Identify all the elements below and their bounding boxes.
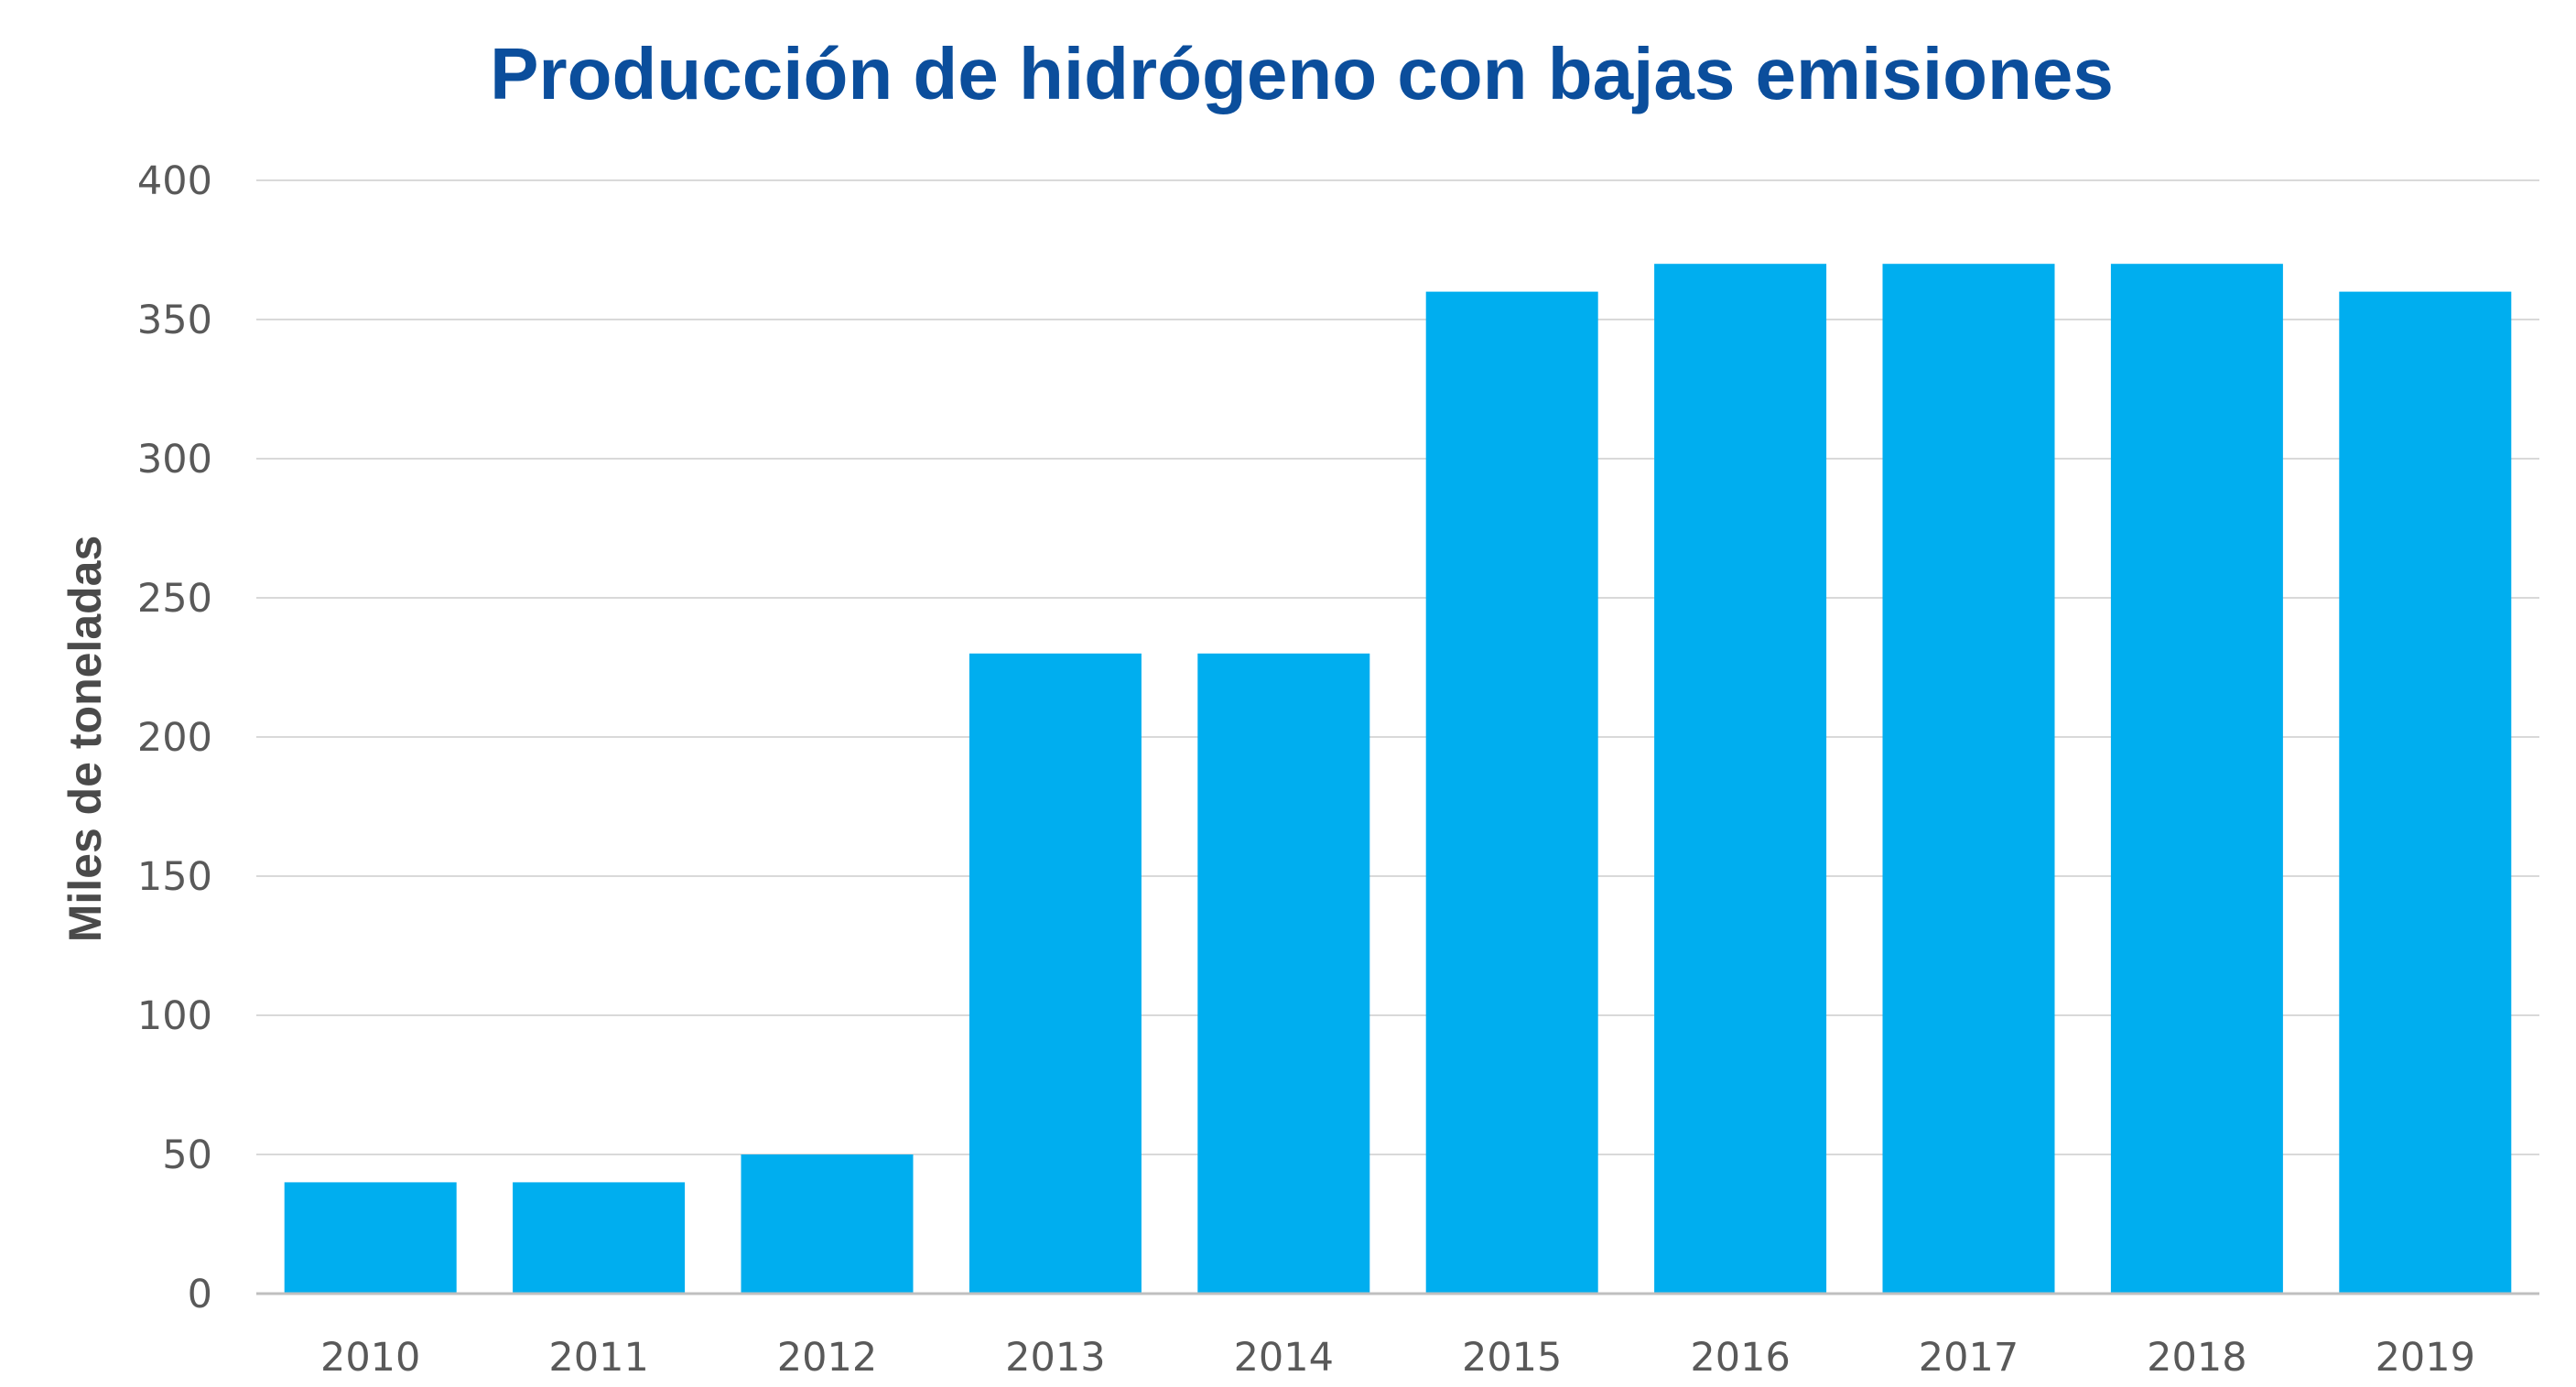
x-tick-label: 2018 (2147, 1335, 2246, 1381)
x-tick-label: 2017 (1919, 1335, 2019, 1381)
y-tick-label: 100 (137, 993, 212, 1039)
x-axis-ticks: 2010 2011 2012 2013 2014 2015 2016 2017 2018 2019 (320, 1335, 2475, 1381)
x-tick-label: 2019 (2376, 1335, 2475, 1381)
bar-2019 (2339, 291, 2512, 1295)
bars (284, 264, 2512, 1295)
bar-2015 (1425, 291, 1598, 1295)
bar-2012 (741, 1154, 914, 1294)
x-tick-label: 2010 (320, 1335, 420, 1381)
chart-title: Producción de hidrógeno con bajas emisio… (490, 33, 2114, 114)
bar-2011 (513, 1182, 686, 1294)
bar-2017 (1882, 264, 2055, 1295)
y-tick-label: 50 (162, 1132, 212, 1178)
x-tick-label: 2011 (548, 1335, 648, 1381)
gridlines (256, 179, 2539, 1155)
y-axis-label: Miles de toneladas (60, 536, 111, 943)
y-tick-label: 200 (137, 715, 212, 761)
x-tick-label: 2013 (1005, 1335, 1105, 1381)
x-tick-label: 2015 (1462, 1335, 1562, 1381)
y-tick-label: 400 (137, 158, 212, 204)
x-tick-label: 2014 (1234, 1335, 1334, 1381)
bar-2010 (284, 1182, 457, 1294)
x-tick-label: 2016 (1690, 1335, 1790, 1381)
y-tick-label: 250 (137, 576, 212, 622)
x-tick-label: 2012 (777, 1335, 877, 1381)
y-tick-label: 0 (188, 1272, 212, 1317)
y-axis-ticks: 0 50 100 150 200 250 300 350 400 (137, 158, 212, 1317)
bar-2014 (1197, 653, 1370, 1294)
y-tick-label: 350 (137, 298, 212, 343)
bar-2013 (969, 653, 1142, 1294)
y-tick-label: 150 (137, 854, 212, 900)
y-tick-label: 300 (137, 437, 212, 482)
bar-2018 (2110, 264, 2283, 1295)
bar-2016 (1654, 264, 1827, 1295)
